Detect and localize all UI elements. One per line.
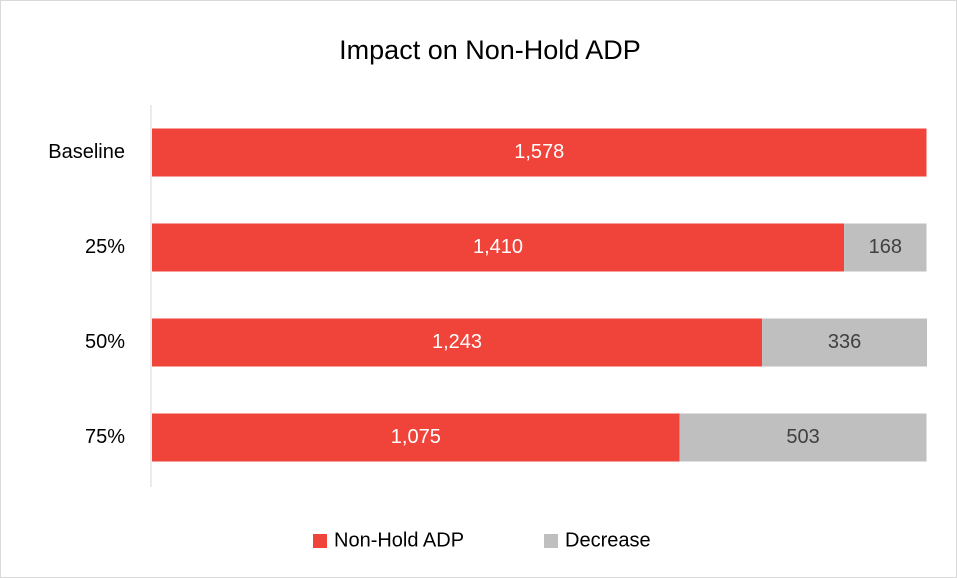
legend-swatch	[313, 534, 327, 548]
bar-segment	[679, 413, 927, 462]
y-tick-label: 25%	[85, 236, 125, 258]
bar-segment	[152, 223, 845, 272]
bar-segment	[844, 223, 927, 272]
chart-title: Impact on Non-Hold ADP	[339, 35, 641, 65]
y-tick-label: Baseline	[48, 141, 125, 163]
data-label: 168	[869, 236, 902, 258]
legend-swatch	[544, 534, 558, 548]
y-tick-label: 50%	[85, 331, 125, 353]
y-tick-label: 75%	[85, 426, 125, 448]
bar-segment	[152, 413, 680, 462]
legend-label: Decrease	[565, 529, 651, 551]
bar-segment	[152, 318, 763, 367]
data-label: 1,243	[432, 331, 482, 353]
data-label: 336	[828, 331, 861, 353]
data-label: 1,578	[514, 141, 564, 163]
data-label: 1,075	[391, 426, 441, 448]
bar-segment	[762, 318, 927, 367]
bar-segment	[152, 128, 927, 177]
data-label: 503	[786, 426, 819, 448]
legend-label: Non-Hold ADP	[334, 529, 464, 551]
data-label: 1,410	[473, 236, 523, 258]
